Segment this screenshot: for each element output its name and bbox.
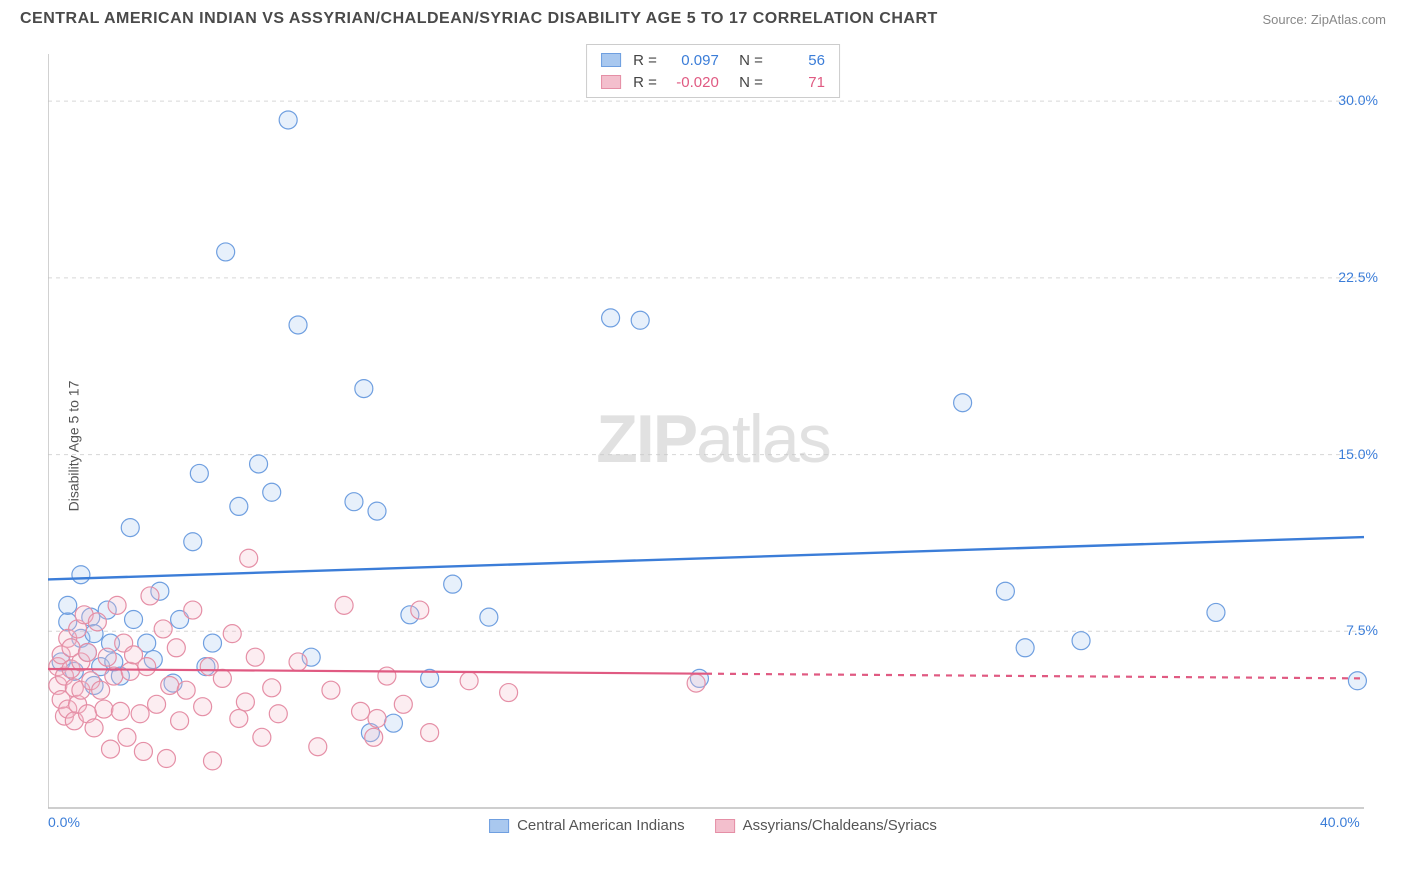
y-tick-label: 15.0% [1338,446,1378,462]
legend-bottom: Central American Indians Assyrians/Chalde… [489,817,937,834]
n-value-series-1: 56 [775,52,825,69]
x-tick-label: 0.0% [48,814,80,830]
swatch-icon [715,819,735,833]
r-value-series-1: 0.097 [669,52,719,69]
y-tick-label: 30.0% [1338,92,1378,108]
r-value-series-2: -0.020 [669,74,719,91]
legend-item: Central American Indians [489,817,685,834]
legend-item: Assyrians/Chaldeans/Syriacs [715,817,937,834]
chart-title: CENTRAL AMERICAN INDIAN VS ASSYRIAN/CHAL… [20,10,938,28]
legend-row-series-2: R = -0.020 N = 71 [601,71,825,93]
y-tick-label: 7.5% [1346,622,1378,638]
n-value-series-2: 71 [775,74,825,91]
r-label: R = [633,74,657,91]
swatch-series-2 [601,75,621,89]
legend-label: Assyrians/Chaldeans/Syriacs [743,817,937,834]
source-label: Source: ZipAtlas.com [1262,12,1386,27]
legend-label: Central American Indians [517,817,685,834]
y-tick-label: 22.5% [1338,269,1378,285]
swatch-series-1 [601,53,621,67]
legend-row-series-1: R = 0.097 N = 56 [601,49,825,71]
chart-area: ZIPatlas R = 0.097 N = 56 R = -0.020 N =… [48,44,1378,834]
legend-correlation: R = 0.097 N = 56 R = -0.020 N = 71 [586,44,840,98]
n-label: N = [731,74,763,91]
scatter-plot [48,44,1378,834]
x-tick-label: 40.0% [1320,814,1360,830]
n-label: N = [731,52,763,69]
r-label: R = [633,52,657,69]
swatch-icon [489,819,509,833]
